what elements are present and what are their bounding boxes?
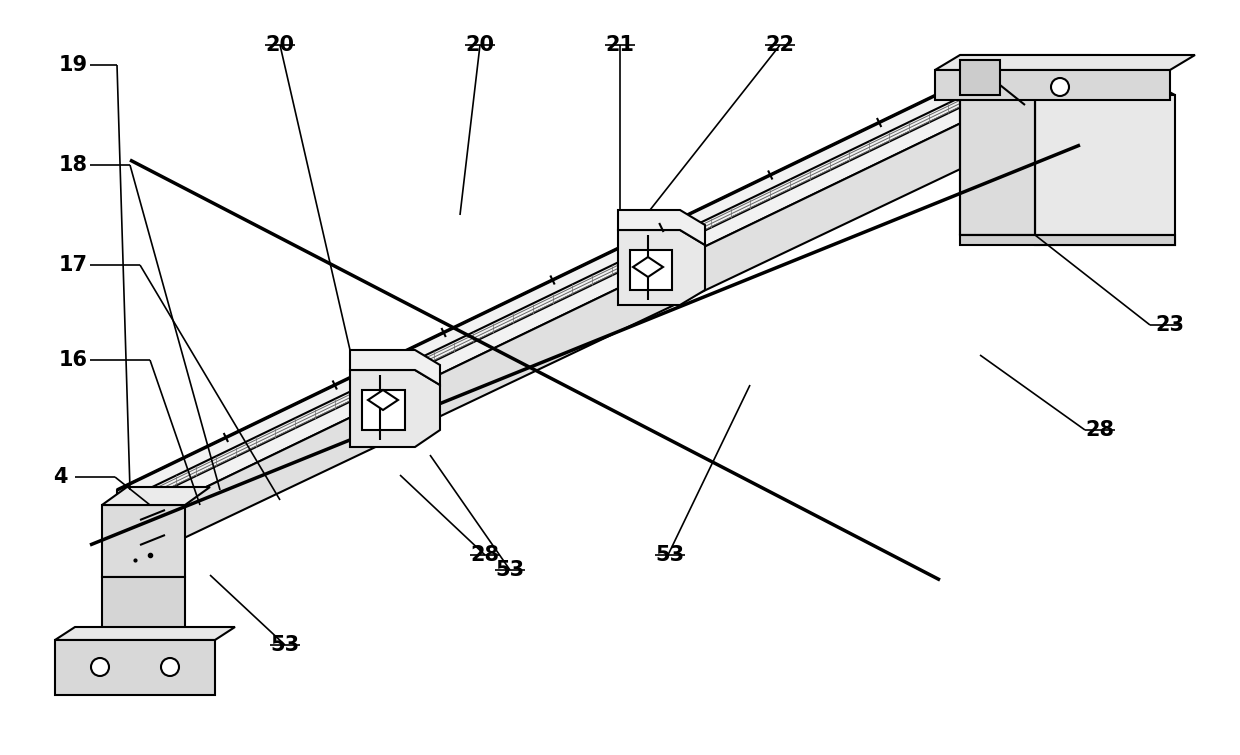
Text: 21: 21	[605, 35, 635, 55]
Polygon shape	[960, 60, 999, 95]
Text: 53: 53	[270, 635, 300, 655]
Text: 4: 4	[53, 467, 67, 487]
Polygon shape	[102, 577, 185, 640]
Polygon shape	[960, 235, 1176, 245]
Polygon shape	[117, 70, 988, 530]
Polygon shape	[102, 505, 185, 577]
Polygon shape	[55, 640, 215, 695]
Text: 18: 18	[58, 155, 88, 175]
Circle shape	[1052, 78, 1069, 96]
Polygon shape	[630, 250, 672, 290]
Text: 23: 23	[1156, 315, 1184, 335]
Text: 20: 20	[465, 35, 495, 55]
Polygon shape	[350, 370, 440, 447]
Polygon shape	[55, 627, 236, 640]
Text: 19: 19	[58, 55, 88, 75]
Polygon shape	[935, 55, 1195, 70]
Circle shape	[161, 658, 179, 676]
Polygon shape	[960, 55, 1176, 95]
Polygon shape	[362, 390, 405, 430]
Polygon shape	[632, 257, 663, 277]
Text: 28: 28	[1085, 420, 1115, 440]
Text: 20: 20	[265, 35, 295, 55]
Text: 28: 28	[470, 545, 500, 565]
Text: 17: 17	[58, 255, 88, 275]
Polygon shape	[102, 487, 210, 505]
Circle shape	[91, 658, 109, 676]
Text: 53: 53	[496, 560, 525, 580]
Text: 22: 22	[765, 35, 795, 55]
Polygon shape	[350, 350, 440, 385]
Text: 53: 53	[656, 545, 684, 565]
Text: 16: 16	[58, 350, 88, 370]
Polygon shape	[102, 110, 988, 577]
Polygon shape	[1035, 95, 1176, 245]
Polygon shape	[618, 210, 706, 245]
Polygon shape	[618, 230, 706, 305]
Polygon shape	[935, 70, 1171, 100]
Polygon shape	[960, 95, 1035, 235]
Polygon shape	[368, 390, 398, 410]
